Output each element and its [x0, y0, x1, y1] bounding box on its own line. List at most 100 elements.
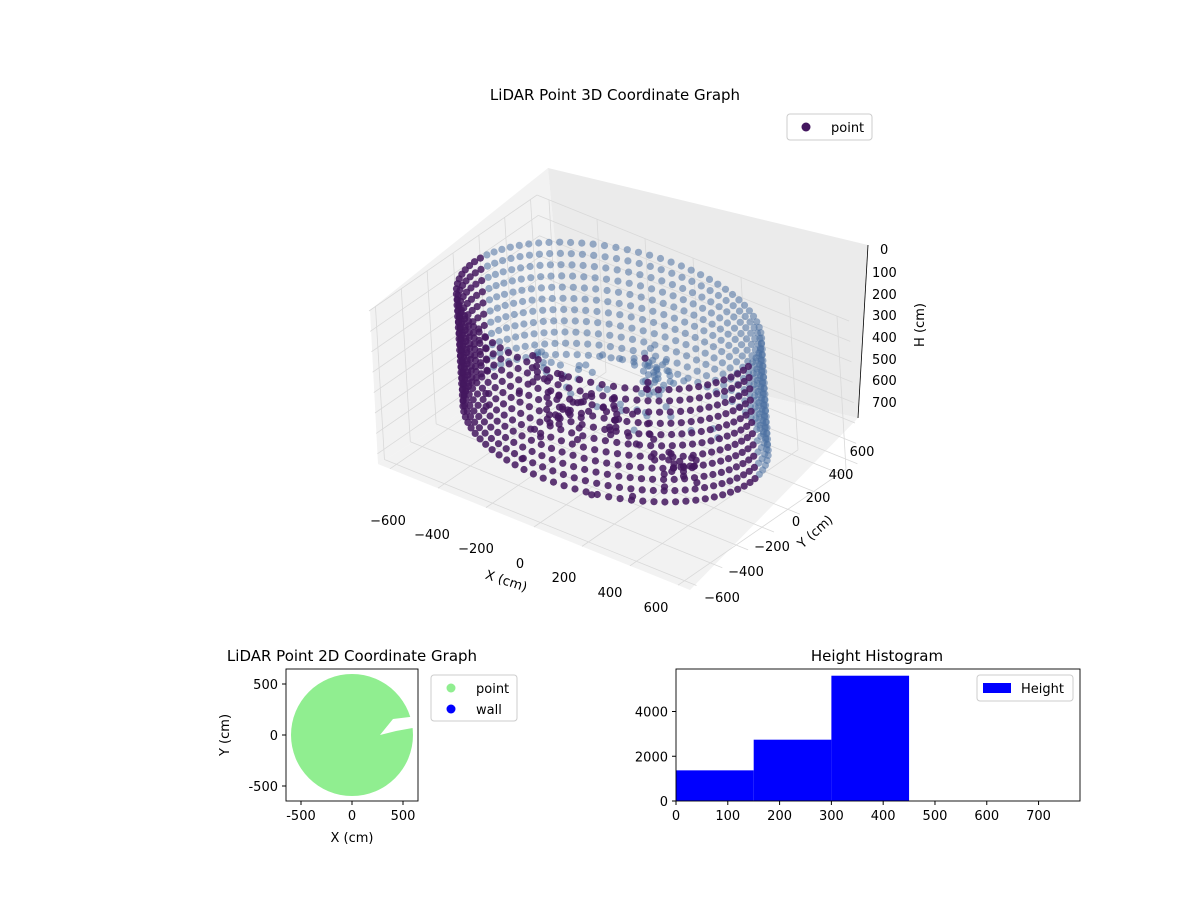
point-marker — [721, 398, 729, 407]
point-marker — [738, 437, 746, 445]
point-marker — [676, 457, 684, 465]
point-marker — [658, 277, 666, 285]
point-marker — [681, 329, 689, 337]
point-marker — [591, 274, 599, 282]
y-tick-2d: -500 — [248, 780, 278, 795]
point-marker — [491, 259, 499, 267]
y-tick-3d: 400 — [829, 468, 854, 483]
point-marker — [615, 355, 624, 363]
y-tick-3d: 200 — [806, 491, 831, 506]
point-marker — [507, 254, 515, 262]
point-marker — [581, 295, 589, 303]
point-marker — [679, 452, 687, 460]
point-marker — [593, 479, 601, 487]
point-marker — [622, 395, 630, 403]
point-marker — [536, 261, 544, 269]
point-marker — [637, 475, 646, 483]
point-marker — [609, 382, 618, 390]
point-marker — [643, 385, 652, 394]
point-marker — [671, 325, 679, 333]
point-marker — [702, 372, 711, 380]
point-marker — [659, 464, 667, 472]
point-marker — [490, 248, 498, 256]
x-axis-2d-label: X (cm) — [331, 831, 374, 846]
point-marker — [690, 474, 699, 482]
point-marker — [538, 452, 546, 460]
point-marker — [697, 416, 705, 424]
z-axis-3d: 0 100 200 300 400 500 600 700 H (cm) — [857, 243, 928, 419]
point-marker — [604, 298, 612, 306]
point-marker — [649, 356, 657, 364]
x-tick-3d: 600 — [644, 601, 669, 616]
point-marker — [475, 412, 483, 421]
grid-line — [677, 468, 847, 586]
point-marker — [600, 414, 608, 422]
point-marker — [735, 307, 744, 315]
point-marker — [524, 380, 532, 388]
point-marker — [635, 430, 643, 438]
point-marker — [559, 294, 567, 302]
point-marker — [617, 333, 625, 341]
point-marker — [485, 284, 493, 293]
point-marker — [601, 425, 609, 434]
point-marker — [466, 413, 475, 421]
point-marker — [623, 417, 631, 426]
point-marker — [746, 385, 754, 393]
y-tick-3d: −600 — [704, 591, 740, 606]
point-marker — [475, 328, 483, 336]
point-marker — [584, 351, 593, 359]
point-marker — [670, 475, 678, 483]
point-marker — [588, 401, 596, 409]
point-marker — [729, 302, 737, 310]
point-marker — [723, 432, 731, 440]
point-marker — [528, 296, 536, 304]
point-marker — [639, 497, 647, 505]
point-marker — [625, 279, 633, 287]
point-marker — [648, 285, 656, 293]
point-marker — [660, 311, 668, 319]
point-marker — [562, 350, 570, 358]
point-marker — [515, 376, 523, 384]
point-marker — [599, 351, 607, 359]
point-marker — [650, 435, 658, 443]
point-marker — [708, 448, 716, 456]
point-marker — [469, 384, 477, 393]
z-tick-3d: 400 — [872, 331, 897, 346]
point-marker — [666, 397, 674, 405]
point-marker — [496, 349, 504, 357]
point-marker — [706, 426, 714, 434]
point-marker — [724, 330, 732, 338]
point-marker — [680, 463, 688, 472]
point-marker — [627, 496, 636, 504]
point-marker — [658, 442, 666, 450]
point-marker — [498, 245, 506, 253]
point-marker — [488, 339, 497, 347]
point-marker — [480, 407, 488, 415]
point-marker — [744, 445, 752, 453]
point-marker — [556, 414, 564, 422]
point-marker — [510, 450, 519, 458]
point-marker — [668, 269, 676, 277]
grid-line — [400, 288, 411, 442]
point-marker — [506, 371, 514, 379]
point-marker — [558, 272, 566, 280]
point-marker — [492, 282, 500, 290]
point-marker — [560, 317, 568, 325]
chart-2d-title: LiDAR Point 2D Coordinate Graph — [227, 647, 477, 665]
point-marker — [572, 328, 580, 336]
point-cloud-2d — [291, 674, 413, 796]
point-marker — [738, 352, 746, 360]
point-marker — [460, 390, 468, 399]
point-marker — [508, 416, 517, 424]
point-marker — [734, 381, 742, 389]
point-marker — [547, 272, 555, 280]
point-marker — [478, 373, 486, 381]
point-marker — [476, 339, 484, 347]
point-marker — [483, 367, 492, 375]
point-marker — [470, 407, 478, 415]
point-marker — [745, 374, 753, 382]
point-marker — [471, 345, 479, 353]
point-marker — [701, 495, 709, 503]
point-marker — [686, 406, 695, 414]
point-marker — [730, 429, 739, 437]
